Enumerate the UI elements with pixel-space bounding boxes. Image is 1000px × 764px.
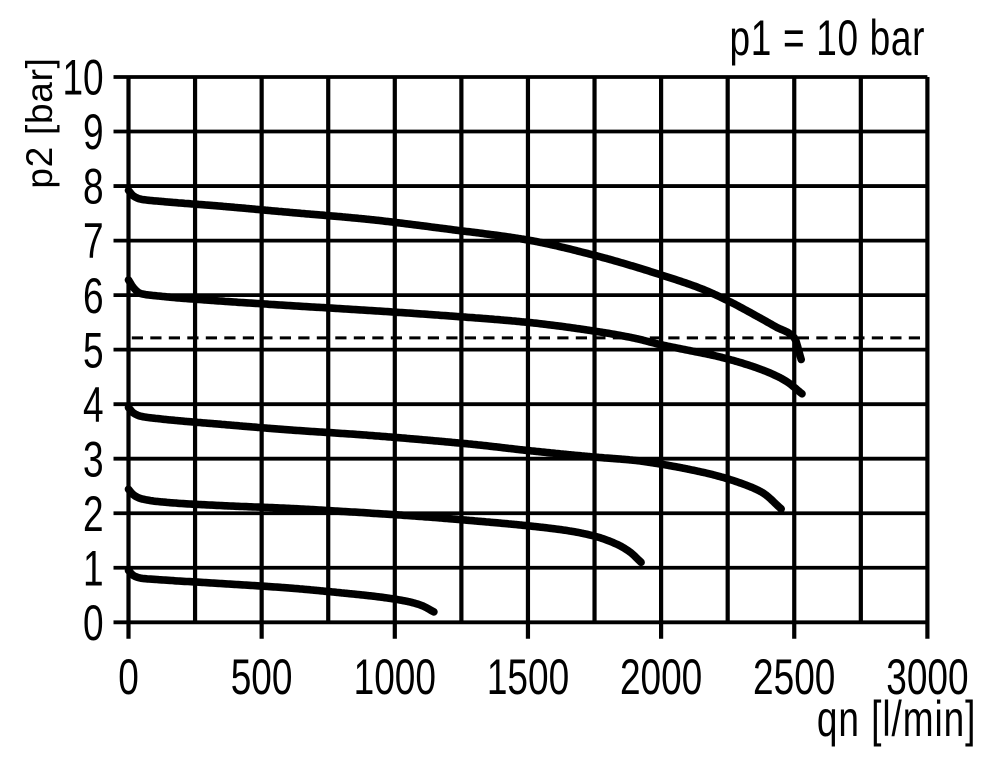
svg-text:1: 1 — [83, 541, 104, 597]
svg-text:3: 3 — [83, 432, 104, 488]
svg-text:7: 7 — [83, 214, 104, 270]
svg-text:10: 10 — [62, 50, 103, 106]
svg-text:9: 9 — [83, 105, 104, 161]
svg-text:qn [l/min]: qn [l/min] — [817, 692, 976, 748]
svg-text:4: 4 — [83, 377, 104, 433]
svg-text:8: 8 — [83, 159, 104, 215]
svg-text:1500: 1500 — [487, 649, 569, 705]
svg-text:2000: 2000 — [620, 649, 702, 705]
svg-text:p1 = 10 bar: p1 = 10 bar — [730, 11, 925, 67]
svg-text:0: 0 — [83, 596, 104, 652]
svg-text:p2 [bar]: p2 [bar] — [19, 58, 60, 189]
svg-text:0: 0 — [118, 649, 139, 705]
svg-text:2: 2 — [83, 486, 104, 542]
svg-text:2500: 2500 — [753, 649, 835, 705]
svg-text:1000: 1000 — [354, 649, 436, 705]
svg-text:3000: 3000 — [886, 649, 968, 705]
svg-text:6: 6 — [83, 268, 104, 324]
svg-text:5: 5 — [83, 323, 104, 379]
svg-text:500: 500 — [231, 649, 293, 705]
